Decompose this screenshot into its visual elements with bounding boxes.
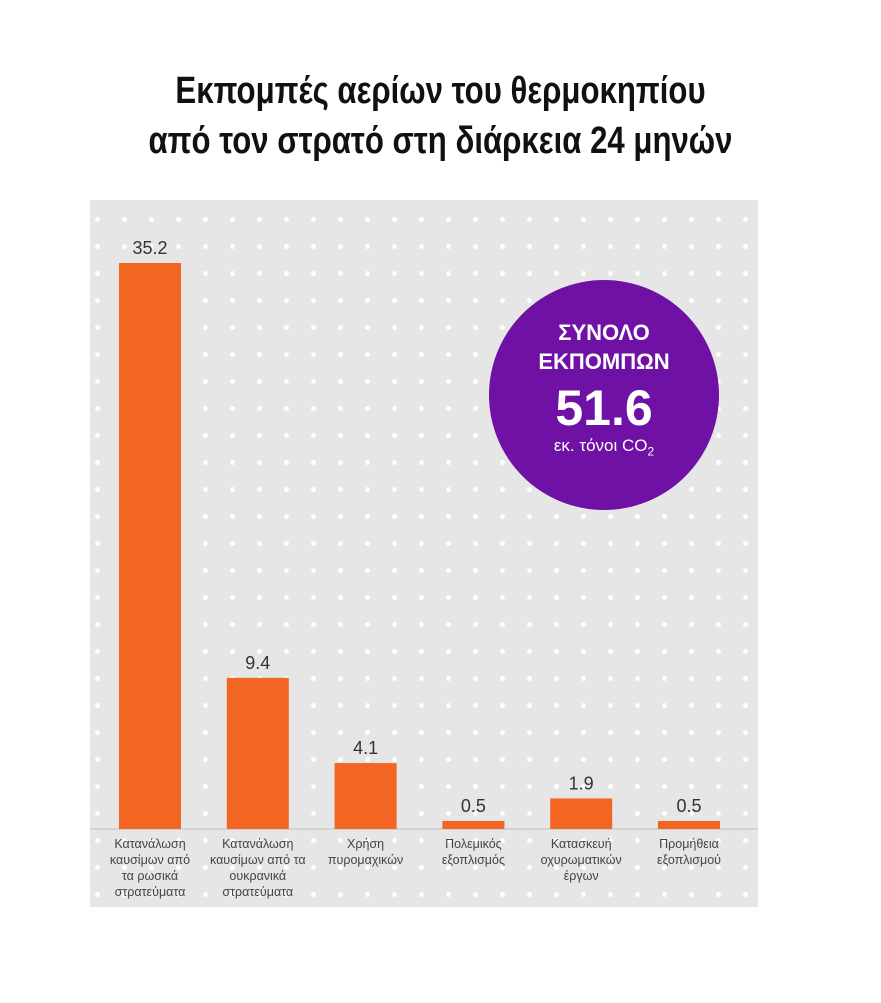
data-label: 9.4 xyxy=(245,653,270,673)
chart-title: Εκπομπές αερίων του θερμοκηπίου από τον … xyxy=(0,66,881,166)
category-label: Κατανάλωση καυσίμων από τα ουκρανικά στρατε… xyxy=(210,837,306,899)
data-label: 0.5 xyxy=(676,796,701,816)
bar xyxy=(658,820,720,829)
data-label: 4.1 xyxy=(353,738,378,758)
bar xyxy=(226,677,289,829)
bar xyxy=(119,263,181,829)
category-label: Κατανάλωση καυσίμων από τα ρωσικά στρατεύμα… xyxy=(110,837,190,899)
badge-unit: εκ. τόνοι CO2 xyxy=(553,436,655,459)
total-emissions-badge: ΣΥΝΟΛΟ ΕΚΠΟΜΠΩΝ 51.6 εκ. τόνοι CO2 xyxy=(489,280,719,510)
badge-line-2: ΕΚΠΟΜΠΩΝ xyxy=(538,349,670,374)
category-label: Χρήση πυρομαχικών xyxy=(328,837,403,867)
data-label: 0.5 xyxy=(461,796,486,816)
bar xyxy=(442,820,505,829)
category-label: Κατασκευή οχυρωματικών έργων xyxy=(541,837,622,883)
badge-line-1: ΣΥΝΟΛΟ xyxy=(558,320,650,345)
title-line-2: από τον στρατό στη διάρκεια 24 μηνών xyxy=(148,120,733,162)
data-label: 1.9 xyxy=(569,773,594,793)
bar xyxy=(550,798,613,829)
category-label: Προμήθεια εξοπλισμού xyxy=(657,837,721,867)
data-label: 35.2 xyxy=(132,238,167,258)
badge-value: 51.6 xyxy=(555,380,653,436)
category-label: Πολεμικός εξοπλισμός xyxy=(442,837,505,867)
bar xyxy=(334,763,397,829)
title-line-1: Εκπομπές αερίων του θερμοκηπίου xyxy=(175,70,706,112)
